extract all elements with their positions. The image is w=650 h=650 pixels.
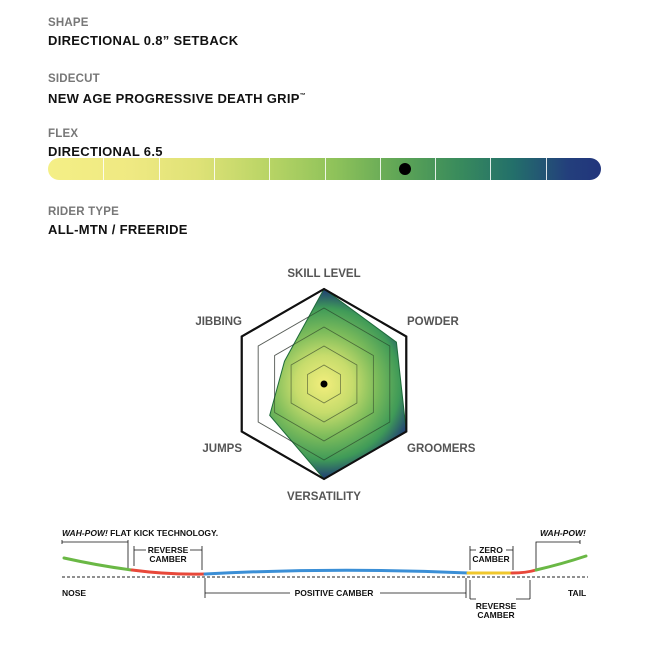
- radar-grid-ring-overlay: [274, 326, 374, 442]
- radar-grid-ring-overlay: [257, 307, 391, 461]
- radar-axis-label: JUMPS: [202, 443, 242, 455]
- flex-bar-divider: [213, 158, 215, 180]
- sidecut-label: SIDECUT: [48, 73, 100, 85]
- flex-bar-divider: [103, 158, 105, 180]
- tail-label: TAIL: [568, 588, 586, 598]
- radar-grid-ring-overlay: [290, 345, 358, 423]
- flex-bar-divider: [269, 158, 271, 180]
- reverse-camber-tail-line1: REVERSE: [476, 601, 517, 611]
- reverse-camber-nose-segment: [130, 568, 207, 576]
- flex-rating-marker: [399, 163, 412, 175]
- reverse-camber-tail-line2: CAMBER: [477, 610, 514, 620]
- radar-axis-label: GROOMERS: [407, 443, 476, 455]
- flex-rating-bar: [48, 158, 601, 180]
- flex-value: DIRECTIONAL 6.5: [48, 144, 163, 159]
- rider-type-label: RIDER TYPE: [48, 206, 120, 218]
- sidecut-value-wrap: NEW AGE PROGRESSIVE DEATH GRIP™: [48, 88, 306, 107]
- spec-flex: FLEX DIRECTIONAL 6.5: [48, 127, 163, 160]
- shape-value: DIRECTIONAL 0.8” SETBACK: [48, 33, 239, 48]
- flat-kick-wah-pow: WAH-POW!: [62, 528, 108, 538]
- radar-axis-label: JIBBING: [195, 316, 242, 328]
- nose-label: NOSE: [62, 588, 86, 598]
- flex-bar-divider: [490, 158, 492, 180]
- sidecut-trademark: ™: [299, 93, 307, 99]
- board-profile: [62, 554, 588, 576]
- flex-label: FLEX: [48, 128, 79, 140]
- flex-bar-divider: [158, 158, 160, 180]
- radar-grid-overlay: [240, 287, 408, 481]
- flex-bar-divider: [435, 158, 437, 180]
- radar-axis-labels: SKILL LEVEL POWDER GROOMERS VERSATILITY JUMP…: [195, 268, 475, 503]
- spec-rider-type: RIDER TYPE ALL-MTN / FREERIDE: [48, 205, 188, 238]
- radar-center-dot: [320, 380, 328, 388]
- positive-camber-label: POSITIVE CAMBER: [295, 588, 374, 598]
- flat-kick-tail-segment: [534, 554, 588, 572]
- radar-grid-ring-overlay: [240, 287, 408, 481]
- reverse-camber-tail-segment: [510, 568, 538, 575]
- flat-kick-nose-segment: [62, 556, 134, 572]
- spec-shape: SHAPE DIRECTIONAL 0.8” SETBACK: [48, 16, 238, 49]
- rider-radar-chart: SKILL LEVEL POWDER GROOMERS VERSATILITY JUMP…: [195, 268, 475, 503]
- radar-axis-label: SKILL LEVEL: [287, 268, 360, 280]
- rider-type-value: ALL-MTN / FREERIDE: [48, 222, 188, 237]
- reverse-camber-nose-line2: CAMBER: [149, 554, 186, 564]
- flex-bar-divider: [379, 158, 381, 180]
- zero-camber-line2: CAMBER: [472, 554, 509, 564]
- positive-camber-segment: [203, 568, 470, 576]
- shape-label: SHAPE: [48, 17, 89, 29]
- flat-kick-label: WAH-POW! FLAT KICK TECHNOLOGY.: [62, 528, 218, 538]
- radar-grid-ring-overlay: [307, 364, 341, 404]
- reverse-camber-nose-line1: REVERSE: [148, 545, 189, 555]
- radar-axis-label: POWDER: [407, 316, 459, 328]
- flat-kick-suffix: FLAT KICK TECHNOLOGY.: [108, 528, 218, 538]
- camber-profile-diagram: WAH-POW! FLAT KICK TECHNOLOGY. WAH-POW! …: [61, 528, 588, 620]
- tail-wah-pow-label: WAH-POW!: [540, 528, 586, 538]
- camber-brackets: [61, 540, 581, 600]
- radar-axis-label: VERSATILITY: [287, 491, 361, 503]
- flex-bar-divider: [324, 158, 326, 180]
- flex-bar-divider: [545, 158, 547, 180]
- sidecut-value: NEW AGE PROGRESSIVE DEATH GRIP: [48, 91, 300, 106]
- spec-sidecut: SIDECUT NEW AGE PROGRESSIVE DEATH GRIP™: [48, 72, 306, 107]
- zero-camber-line1: ZERO: [479, 545, 503, 555]
